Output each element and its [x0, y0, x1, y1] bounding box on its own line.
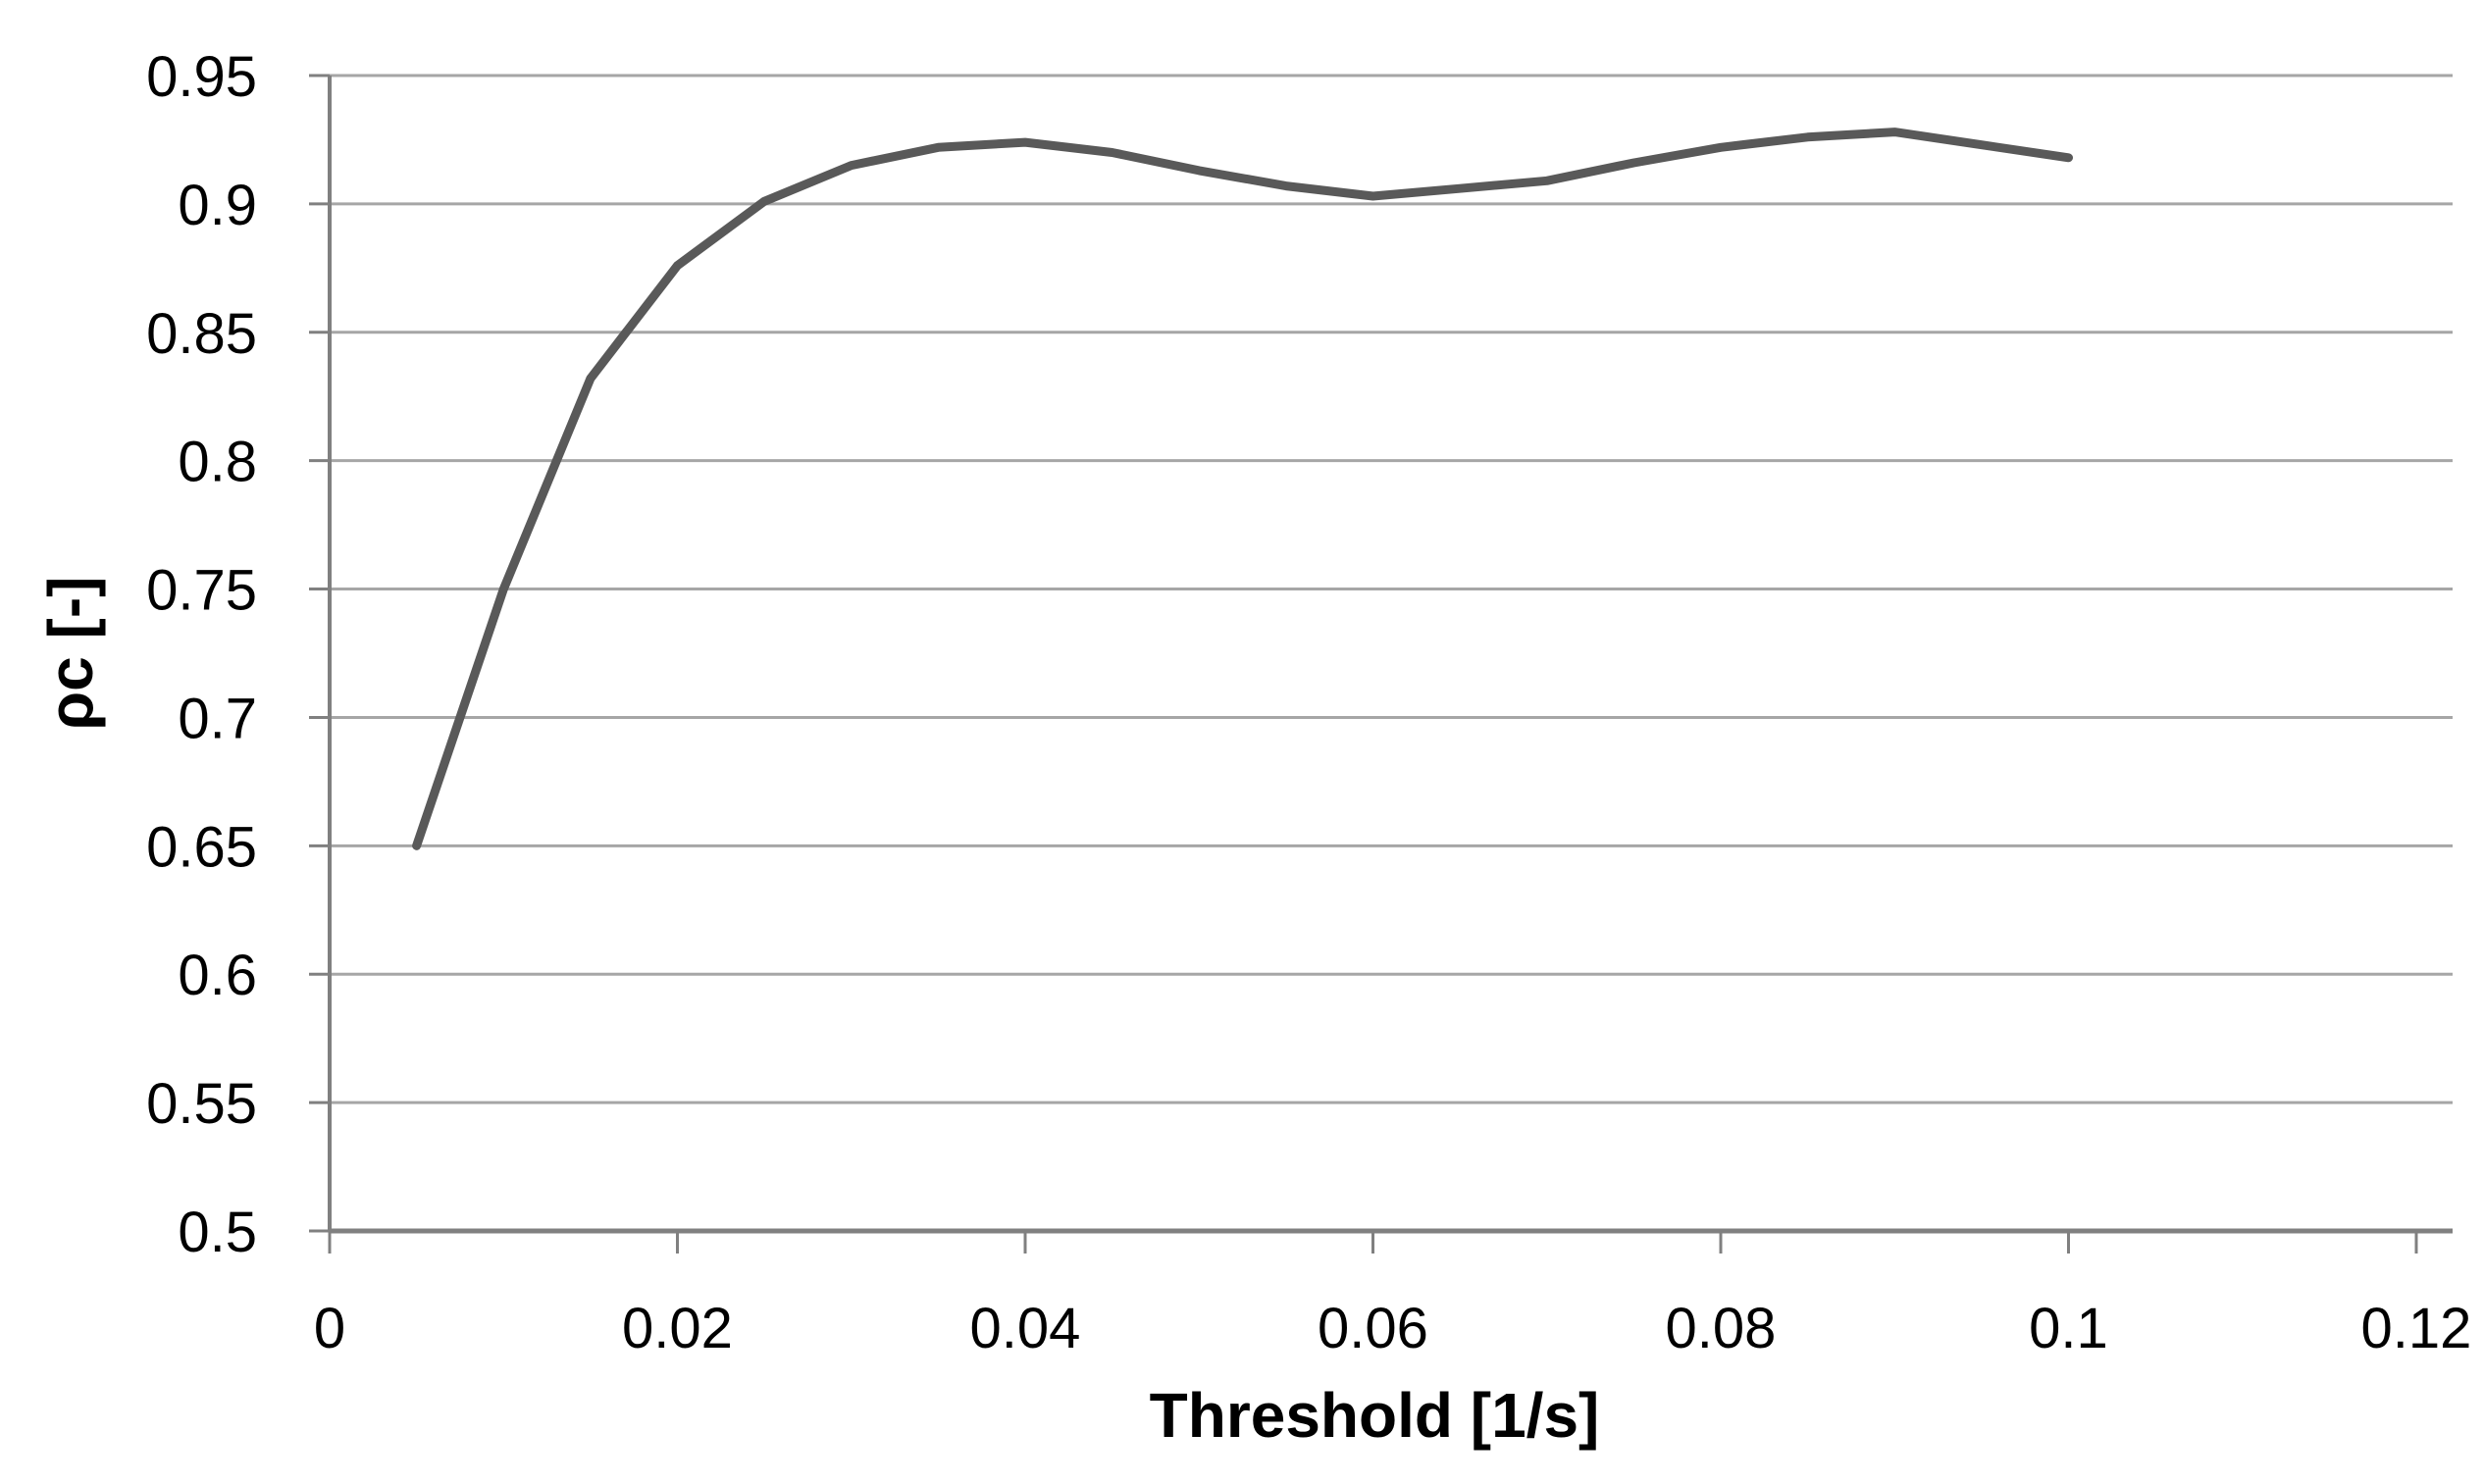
y-tick-label: 0.8 — [178, 431, 257, 494]
y-axis-title: ρc [-] — [35, 576, 106, 731]
y-tick-label: 0.55 — [146, 1072, 257, 1136]
y-tick-label: 0.5 — [178, 1201, 257, 1264]
y-tick-label: 0.7 — [178, 687, 257, 750]
x-tick-label: 0.1 — [2029, 1297, 2108, 1360]
x-tick-label: 0.12 — [2361, 1297, 2472, 1360]
data-series-line — [412, 128, 2073, 850]
y-tick-label: 0.9 — [178, 174, 257, 237]
x-tick-label: 0 — [314, 1297, 345, 1360]
y-tick-label: 0.85 — [146, 302, 257, 366]
x-tick-label: 0.04 — [970, 1297, 1081, 1360]
y-tick-label: 0.65 — [146, 815, 257, 879]
x-tick-label: 0.08 — [1666, 1297, 1777, 1360]
y-tick-label: 0.6 — [178, 944, 257, 1007]
x-tick-label: 0.02 — [622, 1297, 733, 1360]
x-tick-label: 0.06 — [1318, 1297, 1428, 1360]
y-tick-label: 0.95 — [146, 45, 257, 109]
y-tick-label: 0.75 — [146, 559, 257, 623]
x-axis-title: Threshold [1/s] — [1149, 1380, 1600, 1451]
